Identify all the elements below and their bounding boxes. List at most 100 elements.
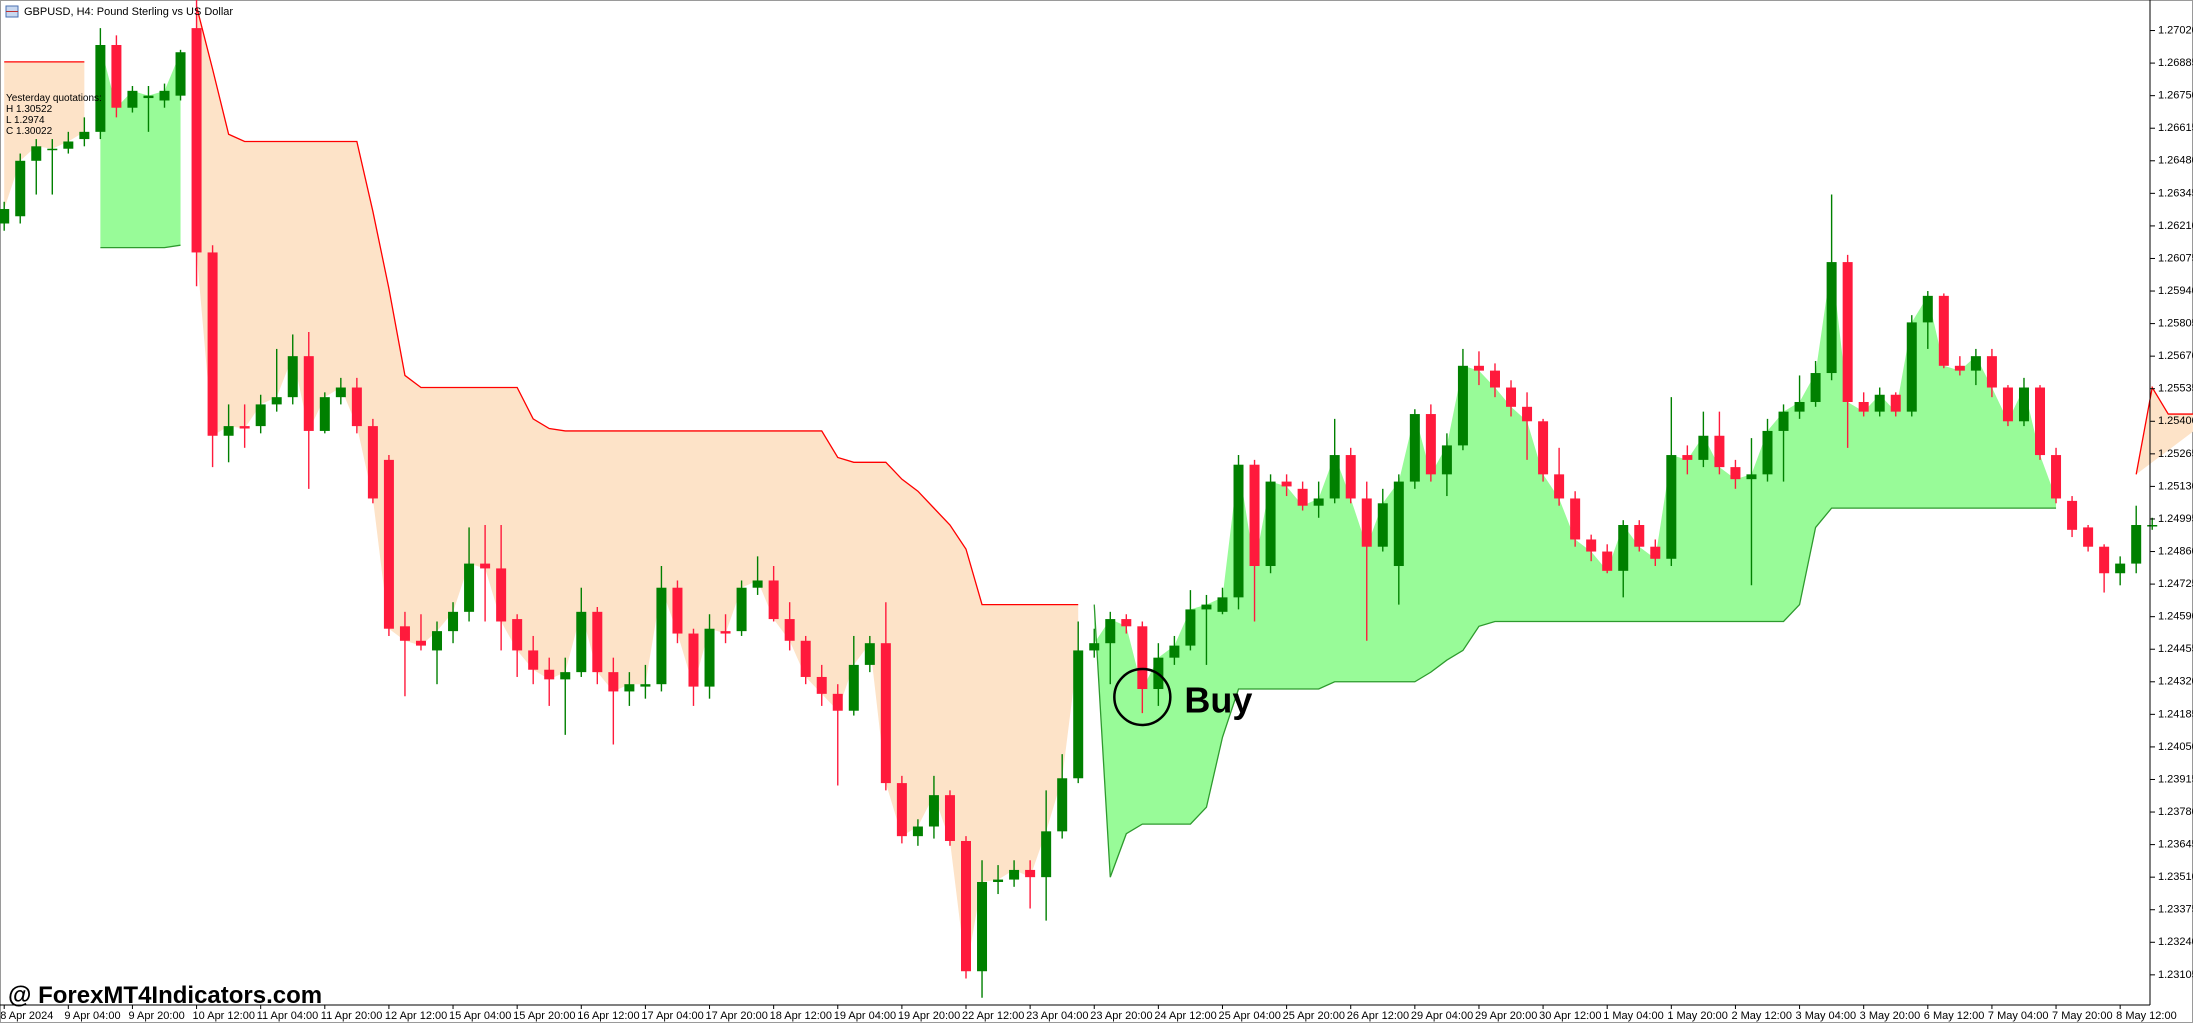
resistance-fill xyxy=(196,6,1079,972)
candle-body xyxy=(1089,643,1100,651)
candle-body xyxy=(207,252,218,436)
candle-body xyxy=(159,90,170,101)
candle-body xyxy=(961,840,971,972)
candle-body xyxy=(1457,365,1468,446)
candle-body xyxy=(993,879,1004,882)
candle-body xyxy=(1874,394,1885,412)
y-tick-label: 1.24050 xyxy=(2158,741,2193,753)
candle-body xyxy=(944,795,955,841)
candle-body xyxy=(127,90,138,108)
candle-body xyxy=(1057,778,1068,832)
candle-body xyxy=(704,628,715,687)
y-tick-label: 1.25265 xyxy=(2158,448,2193,460)
candle-body xyxy=(544,669,555,680)
x-tick-label: 3 May 04:00 xyxy=(1796,1010,1857,1022)
candle-body xyxy=(1730,467,1741,480)
candle-body xyxy=(2051,455,2062,499)
candle-body xyxy=(1233,464,1244,598)
candle-body xyxy=(800,640,811,677)
chart-title: GBPUSD, H4: Pound Sterling vs US Dollar xyxy=(24,6,233,18)
candle-body xyxy=(1538,421,1549,475)
candle-body xyxy=(287,356,298,398)
x-tick-label: 7 May 04:00 xyxy=(1988,1010,2049,1022)
candle-body xyxy=(736,587,747,632)
candle-body xyxy=(1105,619,1116,644)
x-tick-label: 8 May 12:00 xyxy=(2116,1010,2177,1022)
y-tick-label: 1.23375 xyxy=(2158,904,2193,916)
candle-body xyxy=(15,160,26,217)
y-tick-label: 1.26885 xyxy=(2158,57,2193,69)
candle-body xyxy=(1073,650,1084,779)
candle-body xyxy=(816,676,827,694)
candle-body xyxy=(143,95,154,99)
candle-body xyxy=(31,146,42,161)
info-line: C 1.30022 xyxy=(6,126,53,137)
candle-body xyxy=(896,783,907,837)
candle-body xyxy=(1714,435,1725,468)
candle-body xyxy=(2099,546,2110,574)
info-line: Yesterday quotations: xyxy=(6,93,102,104)
candle-body xyxy=(784,619,795,641)
candle-body xyxy=(95,45,106,132)
candle-body xyxy=(383,459,394,629)
x-tick-label: 29 Apr 04:00 xyxy=(1411,1010,1473,1022)
support-fill xyxy=(1094,262,2057,878)
candle-body xyxy=(1361,498,1372,547)
y-tick-label: 1.24725 xyxy=(2158,578,2193,590)
candle-body xyxy=(1906,322,1917,412)
x-tick-label: 16 Apr 12:00 xyxy=(577,1010,639,1022)
candle-body xyxy=(1409,414,1420,482)
candle-body xyxy=(1009,869,1020,880)
y-tick-label: 1.23645 xyxy=(2158,839,2193,851)
candle-body xyxy=(880,643,891,784)
candle-body xyxy=(1185,609,1196,646)
candle-body xyxy=(624,684,635,692)
candle-body xyxy=(480,563,491,569)
line-layer xyxy=(4,6,2193,878)
buy-annotation: Buy xyxy=(1113,667,1252,727)
candle-body xyxy=(432,631,443,651)
x-tick-label: 17 Apr 04:00 xyxy=(641,1010,703,1022)
x-tick-label: 25 Apr 04:00 xyxy=(1218,1010,1280,1022)
candle-body xyxy=(255,404,266,427)
candle-body xyxy=(512,619,523,651)
candle-body xyxy=(1473,365,1484,371)
candle-body xyxy=(1137,626,1148,690)
candle-body xyxy=(1506,387,1517,407)
candle-body xyxy=(1986,356,1997,388)
candle-body xyxy=(656,587,667,685)
x-tick-label: 1 May 20:00 xyxy=(1667,1010,1728,1022)
candle-body xyxy=(1297,488,1308,506)
candle-body xyxy=(319,397,330,431)
candle-body xyxy=(79,131,90,140)
y-tick-label: 1.24320 xyxy=(2158,676,2193,688)
candle-body xyxy=(912,826,923,837)
candle-body xyxy=(977,881,988,972)
candle-body xyxy=(1025,869,1036,878)
candle-body xyxy=(1554,474,1565,499)
candle-body xyxy=(1762,430,1773,475)
candle-body xyxy=(1618,525,1629,571)
candle-body xyxy=(1842,262,1853,402)
candle-body xyxy=(864,643,875,665)
candle-body xyxy=(848,664,859,711)
candle-layer xyxy=(0,0,2158,998)
candle-body xyxy=(1345,455,1356,499)
candle-body xyxy=(1169,645,1180,658)
candle-body xyxy=(111,45,122,108)
y-tick-label: 1.25940 xyxy=(2158,285,2193,297)
x-tick-label: 18 Apr 12:00 xyxy=(770,1010,832,1022)
y-tick-label: 1.24995 xyxy=(2158,513,2193,525)
x-tick-label: 22 Apr 12:00 xyxy=(962,1010,1024,1022)
candle-body xyxy=(1425,414,1436,475)
x-tick-label: 23 Apr 04:00 xyxy=(1026,1010,1088,1022)
candle-body xyxy=(1682,455,1693,460)
candle-body xyxy=(1489,370,1500,388)
watermark: @ ForexMT4Indicators.com xyxy=(8,982,322,1009)
candle-body xyxy=(672,587,683,634)
candle-body xyxy=(1810,373,1821,402)
candle-body xyxy=(464,563,475,612)
